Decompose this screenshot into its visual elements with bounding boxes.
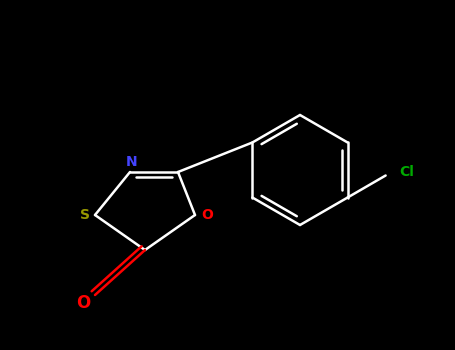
- Text: N: N: [126, 155, 138, 169]
- Text: S: S: [80, 208, 90, 222]
- Text: O: O: [76, 294, 90, 312]
- Text: Cl: Cl: [399, 164, 415, 178]
- Text: O: O: [201, 208, 213, 222]
